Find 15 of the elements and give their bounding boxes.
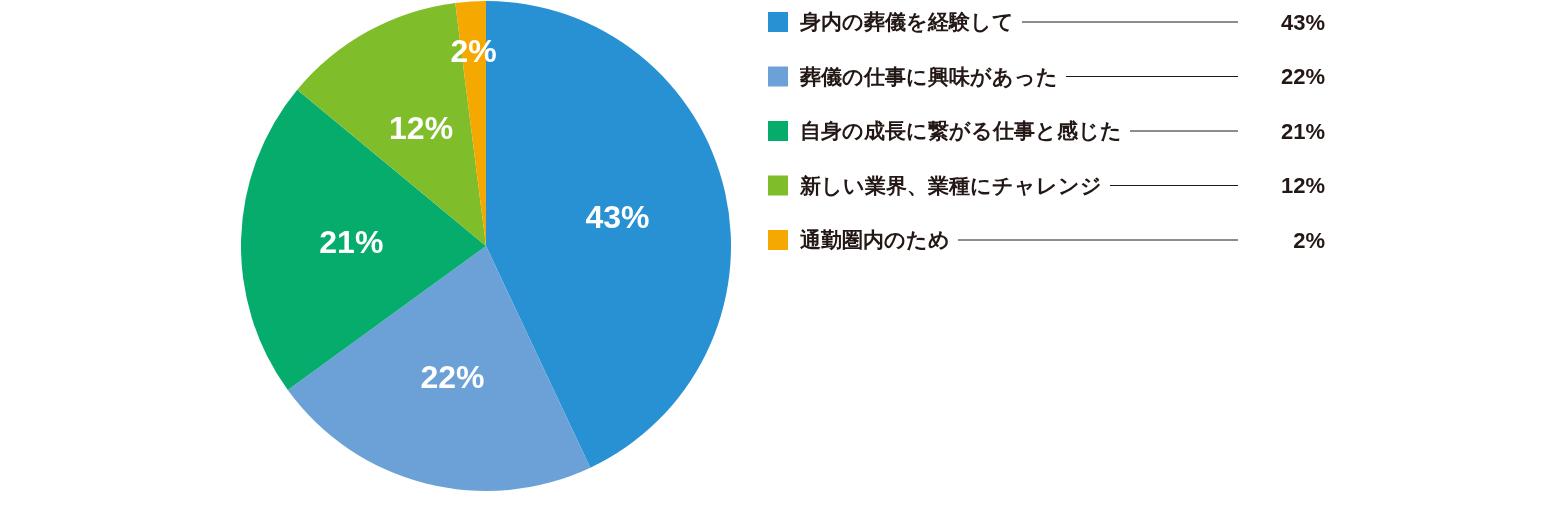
legend-label: 身内の葬儀を経験して: [799, 10, 1014, 34]
legend-label: 自身の成長に繋がる仕事と感じた: [800, 119, 1122, 143]
data-label: 21%: [319, 223, 384, 260]
text: 2%: [1293, 227, 1325, 253]
data-label: 22%: [420, 358, 485, 395]
data-label: 43%: [585, 198, 650, 235]
pie-slice: [241, 89, 486, 391]
text: 22%: [1280, 64, 1325, 90]
legend-label: 葬儀の仕事に興味があった: [799, 64, 1058, 89]
legend-label: 通勤圏内のため: [799, 228, 950, 252]
text: 12%: [1280, 173, 1325, 199]
data-label: 12%: [389, 110, 454, 147]
text: 21%: [1280, 118, 1325, 144]
text: 43%: [1280, 9, 1325, 35]
legend-label: 新しい業界、業種にチャレンジ: [799, 173, 1102, 197]
